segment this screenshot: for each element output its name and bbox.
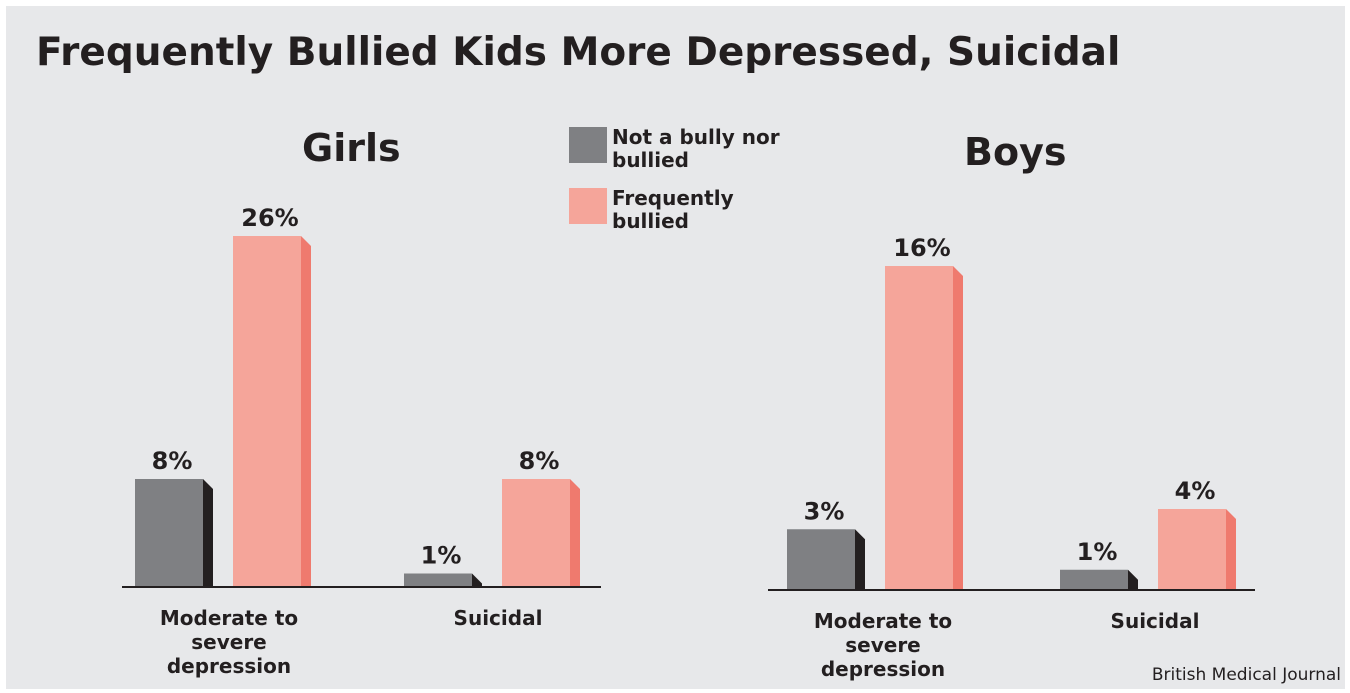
chart-title: Frequently Bullied Kids More Depressed, … (36, 30, 1121, 75)
bar-side-boys-frequently-bullied-0 (953, 266, 963, 590)
legend-label-not-bullied: Not a bully nor bullied (612, 125, 780, 172)
data-label-girls-frequently-bullied-0: 26% (241, 204, 298, 232)
girls-panel-title: Girls (302, 126, 401, 170)
boys-panel-title: Boys (964, 130, 1067, 174)
data-label-girls-not-bullied-1: 1% (421, 542, 462, 570)
bar-girls-not-bullied-0 (135, 479, 203, 587)
bar-boys-not-bullied-1 (1060, 569, 1128, 590)
bar-side-girls-not-bullied-1 (472, 573, 482, 587)
category-label-boys-0-line-2: depression (821, 657, 945, 681)
category-label-girls-0-line-1: severe (191, 630, 267, 654)
bar-side-girls-frequently-bullied-1 (570, 479, 580, 587)
bar-side-girls-not-bullied-0 (203, 479, 213, 587)
bar-boys-frequently-bullied-0 (885, 266, 953, 590)
bar-girls-frequently-bullied-0 (233, 236, 301, 587)
category-label-girls-0-line-2: depression (167, 654, 291, 678)
bar-boys-not-bullied-0 (787, 529, 855, 590)
bar-girls-not-bullied-1 (404, 573, 472, 587)
category-label-boys-0-line-1: severe (845, 633, 921, 657)
data-label-girls-not-bullied-0: 8% (152, 447, 193, 475)
bar-side-boys-not-bullied-0 (855, 529, 865, 590)
legend-swatch-frequently-bullied (569, 188, 607, 224)
data-label-girls-frequently-bullied-1: 8% (519, 447, 560, 475)
data-label-boys-frequently-bullied-1: 4% (1175, 477, 1216, 505)
bar-girls-frequently-bullied-1 (502, 479, 570, 587)
category-label-boys-0-line-0: Moderate to (814, 609, 952, 633)
data-label-boys-frequently-bullied-0: 16% (893, 234, 950, 262)
legend-swatch-not-bullied (569, 127, 607, 163)
bar-side-boys-not-bullied-1 (1128, 569, 1138, 590)
bar-side-girls-frequently-bullied-0 (301, 236, 311, 587)
category-label-girls-0-line-0: Moderate to (160, 606, 298, 630)
bar-side-boys-frequently-bullied-1 (1226, 509, 1236, 590)
legend-label-frequently-bullied: Frequently bullied (612, 186, 734, 233)
category-label-girls-1-line-0: Suicidal (454, 606, 543, 630)
data-label-boys-not-bullied-0: 3% (804, 497, 845, 525)
chart-background: Frequently Bullied Kids More Depressed, … (6, 6, 1345, 689)
category-label-boys-1-line-0: Suicidal (1111, 609, 1200, 633)
data-label-boys-not-bullied-1: 1% (1077, 538, 1118, 566)
source-credit: British Medical Journal (1151, 665, 1341, 685)
bar-boys-frequently-bullied-1 (1158, 509, 1226, 590)
